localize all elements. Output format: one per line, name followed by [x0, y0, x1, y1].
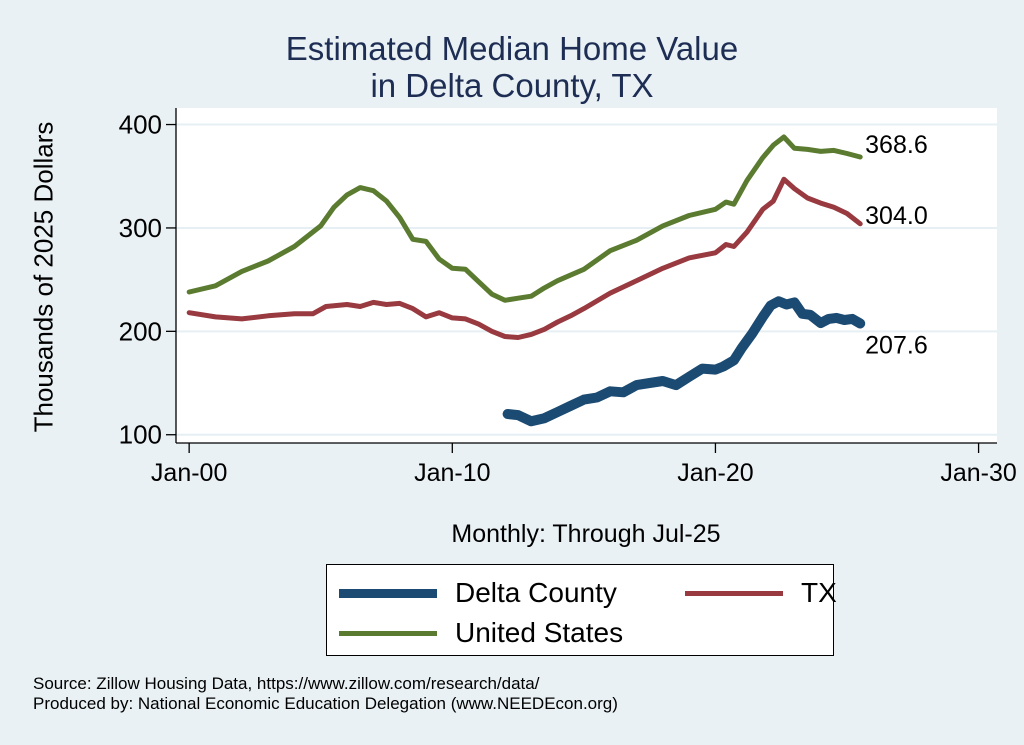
- y-tick-label: 100: [119, 420, 162, 450]
- legend-label-tx: TX: [801, 577, 837, 608]
- x-tick-label: Jan-00: [151, 459, 227, 487]
- end-value-label-united-states: 368.6: [865, 131, 928, 159]
- legend-swatch-united-states: [339, 630, 437, 636]
- chart-title-line-1: Estimated Median Home Value: [285, 30, 739, 67]
- chart-title-line-2: in Delta County, TX: [370, 67, 654, 104]
- source-note: Source: Zillow Housing Data, https://www…: [33, 674, 540, 693]
- y-tick-label: 200: [119, 316, 162, 346]
- series-line-tx: [186, 176, 863, 340]
- plot-background: [176, 108, 997, 443]
- chart-title: Estimated Median Home Value in Delta Cou…: [0, 30, 1024, 104]
- x-tick-label: Jan-10: [414, 459, 490, 487]
- plot-area: 100 200 300 400 Jan-00 Jan-10 Jan-20 Jan-30 368…: [119, 108, 1017, 487]
- legend-item-united-states: United States: [339, 617, 623, 649]
- x-tick-label: Jan-30: [940, 459, 1016, 487]
- y-tick-label: 400: [119, 110, 162, 140]
- legend-swatch-tx: [685, 590, 783, 596]
- legend-item-delta-county: Delta County: [339, 577, 617, 609]
- legend-swatch-delta-county: [339, 588, 437, 598]
- chart-notes: Source: Zillow Housing Data, https://www…: [33, 674, 618, 714]
- legend-item-tx: TX: [685, 577, 837, 609]
- end-value-label-delta-county: 207.6: [865, 331, 928, 359]
- legend-label-delta-county: Delta County: [455, 577, 617, 608]
- end-value-label-tx: 304.0: [865, 202, 928, 230]
- legend-label-united-states: United States: [455, 617, 624, 648]
- y-tick-label: 300: [119, 213, 162, 243]
- legend: Delta County TX United States: [326, 564, 837, 656]
- series-line-united-states: [186, 134, 863, 303]
- x-tick-label: Jan-20: [677, 459, 753, 487]
- series-line-delta-county: [502, 296, 866, 427]
- produced-by-note: Produced by: National Economic Education…: [33, 694, 618, 713]
- x-axis-label: Monthly: Through Jul-25: [451, 520, 721, 548]
